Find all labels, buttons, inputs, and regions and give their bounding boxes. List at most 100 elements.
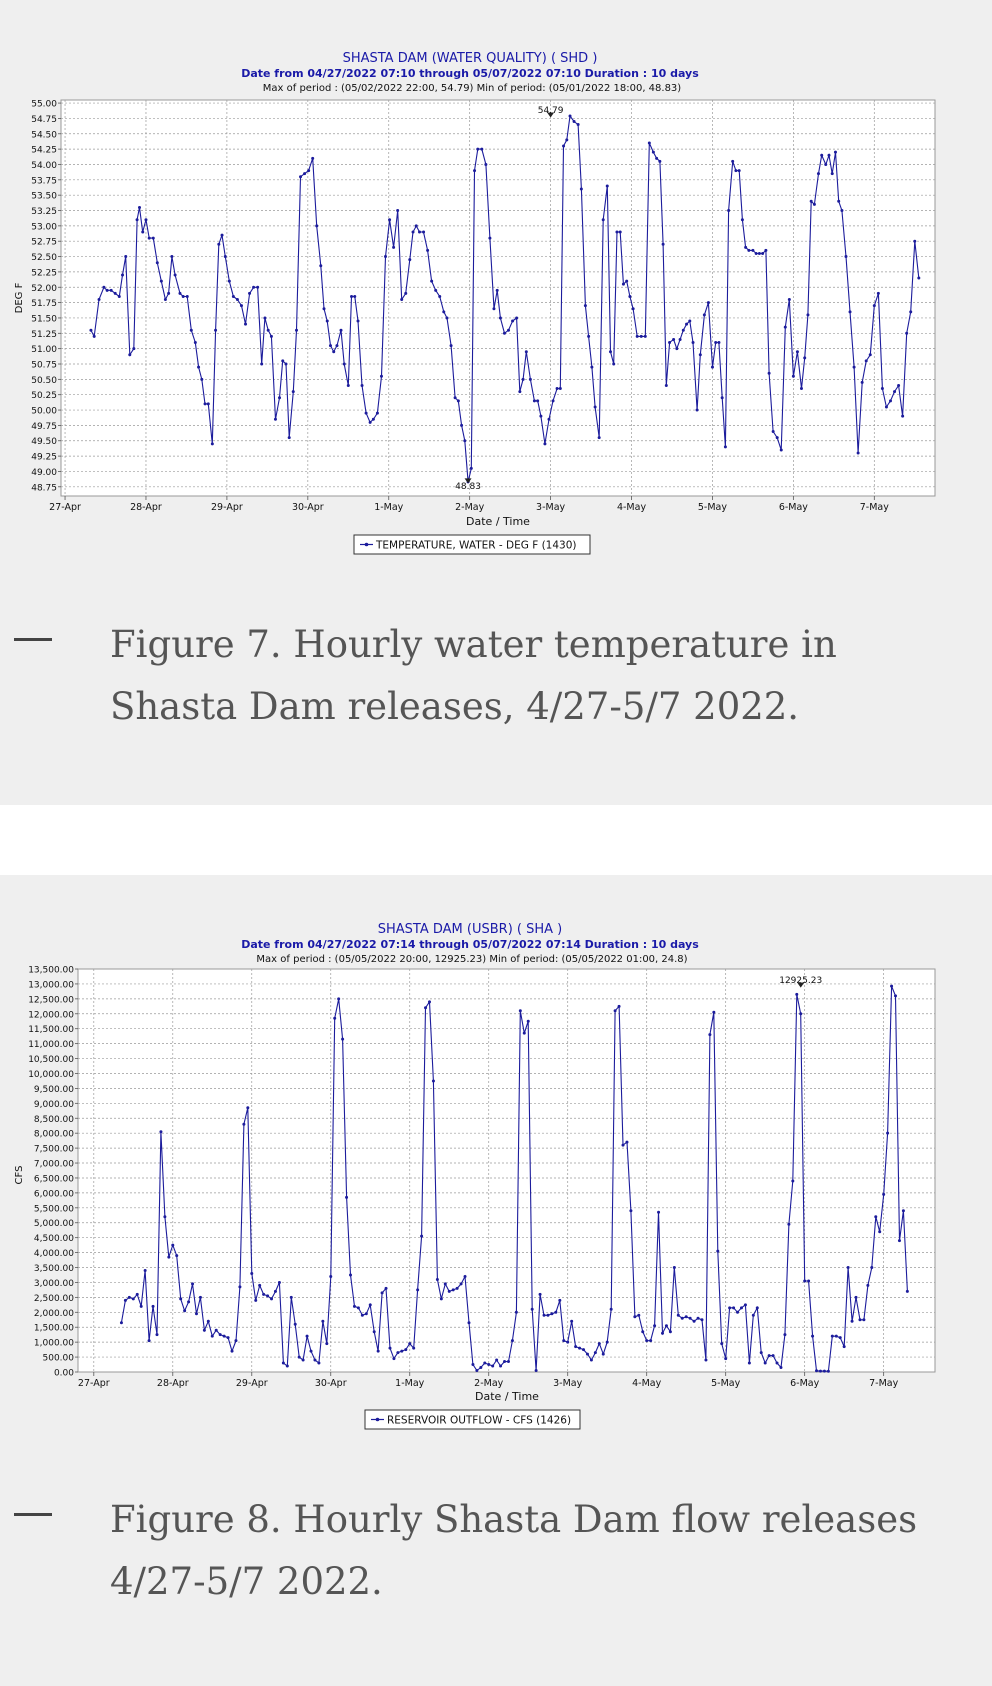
data-point xyxy=(155,261,159,265)
data-point xyxy=(163,298,167,302)
legend-box xyxy=(353,534,591,555)
data-point xyxy=(708,1033,712,1037)
data-point xyxy=(460,423,464,427)
y-tick-label: 13,000.00 xyxy=(28,980,74,990)
y-tick-label: 52.00 xyxy=(31,284,57,294)
data-point xyxy=(360,1313,364,1317)
data-point xyxy=(480,147,484,151)
y-tick-label: 54.25 xyxy=(31,146,57,156)
data-point xyxy=(555,387,559,391)
annotation-label: 12925.23 xyxy=(779,976,822,986)
data-point xyxy=(210,442,214,446)
data-point xyxy=(558,1298,562,1302)
data-point xyxy=(812,202,816,206)
data-point xyxy=(755,1306,759,1310)
data-point xyxy=(838,1336,842,1340)
y-axis-label: DEG F xyxy=(14,282,25,313)
data-point xyxy=(372,1330,376,1334)
data-point xyxy=(105,288,109,292)
x-tick-label: 29-Apr xyxy=(211,502,243,513)
data-point xyxy=(826,1369,830,1373)
data-point xyxy=(706,301,710,305)
data-point xyxy=(893,390,897,394)
section-gap xyxy=(0,805,992,875)
data-point xyxy=(376,1349,380,1353)
y-tick-label: 49.25 xyxy=(31,453,57,463)
data-point xyxy=(273,417,277,421)
data-point xyxy=(608,350,612,354)
data-point xyxy=(732,1306,736,1310)
y-tick-label: 52.75 xyxy=(31,238,57,248)
legend: TEMPERATURE, WATER - DEG F (1430) xyxy=(353,534,591,555)
data-point xyxy=(309,1349,313,1353)
data-point xyxy=(254,1298,258,1302)
data-point xyxy=(579,187,583,191)
data-point xyxy=(551,399,555,403)
data-point xyxy=(202,1328,206,1332)
data-point xyxy=(227,279,231,283)
y-tick-label: 54.75 xyxy=(31,115,57,125)
data-point xyxy=(824,162,828,166)
data-point xyxy=(822,1369,826,1373)
data-point xyxy=(131,1297,135,1301)
data-point xyxy=(155,1333,159,1337)
data-point xyxy=(791,374,795,378)
data-point xyxy=(346,383,350,387)
data-point xyxy=(303,172,307,176)
data-point xyxy=(664,383,668,387)
data-point xyxy=(315,224,319,228)
data-point xyxy=(864,359,868,363)
data-point xyxy=(503,1360,507,1364)
plot-area xyxy=(77,968,936,1373)
data-point xyxy=(583,304,587,308)
data-point xyxy=(242,1122,246,1126)
data-point xyxy=(352,1304,356,1308)
data-point xyxy=(811,1334,815,1338)
legend-box xyxy=(364,1409,581,1430)
data-point xyxy=(92,334,96,338)
data-point xyxy=(818,1369,822,1373)
data-point xyxy=(901,1209,905,1213)
data-point xyxy=(299,175,303,179)
y-tick-label: 11,500.00 xyxy=(28,1025,74,1035)
data-point xyxy=(353,294,357,298)
data-point xyxy=(621,1143,625,1147)
data-point xyxy=(459,1282,463,1286)
data-point xyxy=(339,328,343,332)
x-tick-label: 27-Apr xyxy=(78,1378,110,1389)
data-point xyxy=(435,1277,439,1281)
data-point xyxy=(333,1016,337,1020)
data-point xyxy=(217,242,221,246)
data-point xyxy=(764,248,768,252)
legend-label: TEMPERATURE, WATER - DEG F (1430) xyxy=(375,540,576,552)
data-point xyxy=(181,294,185,298)
data-point xyxy=(289,1295,293,1299)
data-point xyxy=(234,1339,238,1343)
data-point xyxy=(345,1195,349,1199)
x-tick-label: 27-Apr xyxy=(49,502,81,513)
y-tick-label: 54.00 xyxy=(31,161,57,171)
data-point xyxy=(655,156,659,160)
data-point xyxy=(371,417,375,421)
data-point xyxy=(609,1307,613,1311)
data-point xyxy=(368,420,372,424)
y-tick-label: 51.00 xyxy=(31,345,57,355)
data-point xyxy=(384,255,388,259)
data-point xyxy=(783,325,787,329)
data-point xyxy=(717,341,721,345)
data-point xyxy=(880,387,884,391)
data-point xyxy=(872,304,876,308)
data-point xyxy=(144,218,148,222)
data-point xyxy=(197,365,201,369)
data-point xyxy=(329,1274,333,1278)
data-point xyxy=(639,334,643,338)
data-point xyxy=(244,322,248,326)
data-point xyxy=(434,288,438,292)
data-point xyxy=(589,1358,593,1362)
data-point xyxy=(547,417,551,421)
y-tick-label: 1,000.00 xyxy=(34,1339,74,1349)
data-point xyxy=(337,997,341,1001)
data-point xyxy=(852,365,856,369)
data-point xyxy=(147,1339,151,1343)
data-point xyxy=(414,224,418,228)
